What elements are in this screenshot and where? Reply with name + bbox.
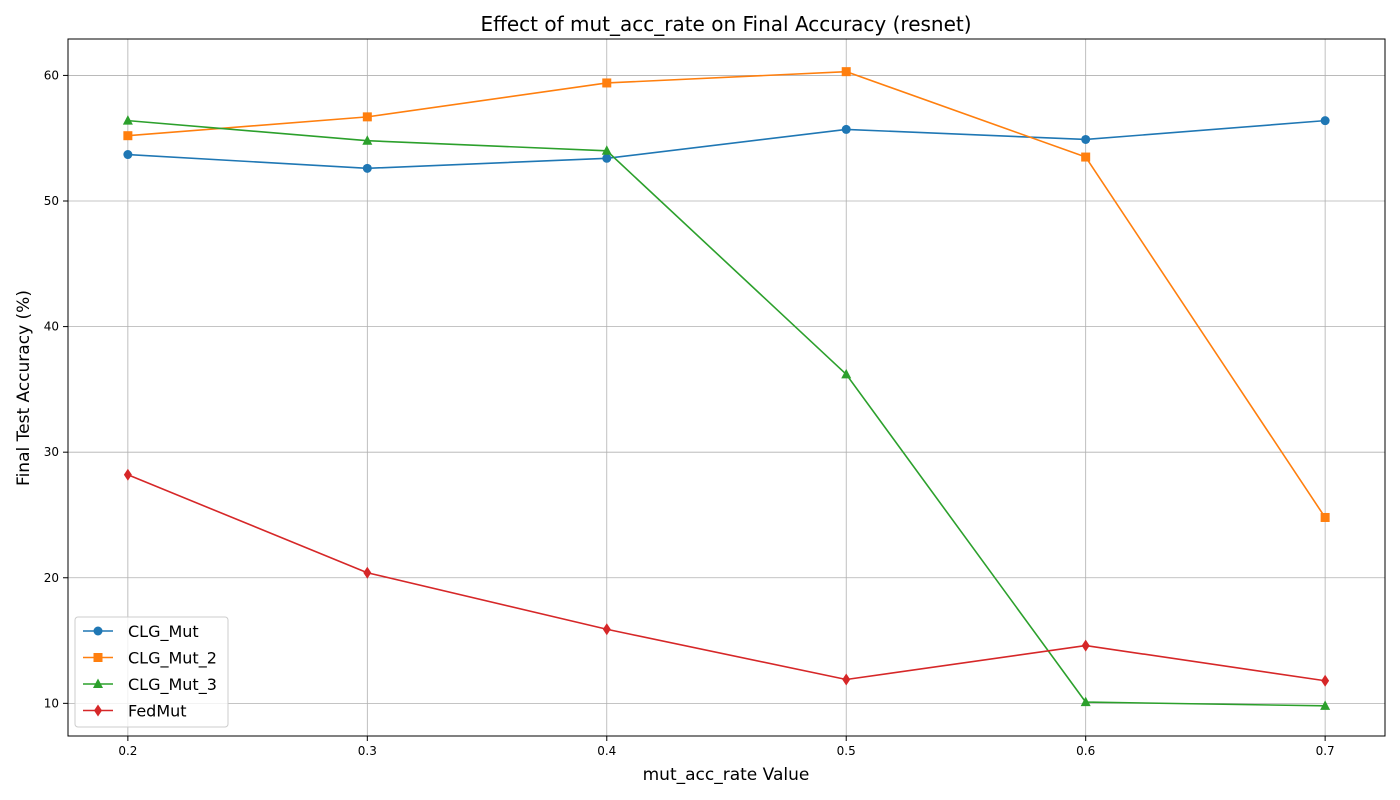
data-point [841,67,851,77]
series-line [127,119,1326,707]
series-line [127,70,1326,518]
plot-area [122,67,1331,710]
legend-box [74,616,229,728]
y-tick-label: 20 [44,571,59,585]
legend: CLG_Mut CLG_Mut_2 CLG_Mut_3 FedMut [74,616,229,728]
x-axis-label: mut_acc_rate Value [643,765,810,785]
y-tick-label: 30 [44,445,59,459]
data-point [602,153,612,163]
data-point [1080,696,1091,707]
x-tick-label: 0.2 [118,744,137,758]
legend-label: CLG_Mut [128,622,199,642]
series-line [127,119,1326,170]
data-point [601,145,612,155]
data-point [842,673,851,686]
data-point [1320,116,1330,126]
legend-marker [93,678,103,688]
data-point [362,163,372,173]
y-tick-label: 10 [44,696,59,710]
x-tick-label: 0.4 [597,744,616,758]
data-point [602,78,612,88]
data-point [602,623,611,636]
legend-item: CLG_Mut_3 [83,675,217,695]
data-point [1320,700,1331,710]
data-point [362,112,372,122]
data-point [123,468,132,481]
data-point [1320,512,1330,522]
y-tick-label: 60 [44,68,59,82]
y-axis-label: Final Test Accuracy (%) [14,290,34,486]
data-point [362,135,373,145]
x-tick-label: 0.7 [1316,744,1335,758]
chart-title: Effect of mut_acc_rate on Final Accuracy… [480,12,971,36]
data-point [1321,674,1330,687]
y-tick-label: 50 [44,194,59,208]
data-point [841,124,851,134]
legend-item: CLG_Mut [83,622,199,642]
legend-label: CLG_Mut_3 [128,675,217,695]
data-point [123,131,133,141]
x-tick-label: 0.3 [358,744,377,758]
series-clg-mut-2 [123,67,1330,522]
data-point [1081,152,1091,162]
data-point [122,115,133,125]
series-clg-mut [123,116,1330,173]
legend-marker [93,626,103,636]
legend-item: FedMut [83,702,187,721]
legend-marker [94,704,102,717]
data-point [1081,134,1091,144]
series-clg-mut-3 [122,115,1331,710]
axes-frame [67,38,1386,737]
data-point [1081,639,1090,652]
data-point [841,368,852,379]
legend-item: CLG_Mut_2 [83,649,217,669]
x-tick-label: 0.5 [837,744,856,758]
series-fedmut [123,468,1330,687]
x-tick-label: 0.6 [1076,744,1095,758]
legend-label: CLG_Mut_2 [128,649,217,669]
data-point [123,150,133,160]
axis-ticks: 0.2 0.3 0.4 0.5 0.6 0.7 10 20 30 40 50 60 [44,68,1335,758]
y-tick-label: 40 [44,320,59,334]
data-point [363,566,372,579]
series-line [127,474,1326,682]
legend-label: FedMut [128,702,187,721]
legend-marker [93,653,103,662]
